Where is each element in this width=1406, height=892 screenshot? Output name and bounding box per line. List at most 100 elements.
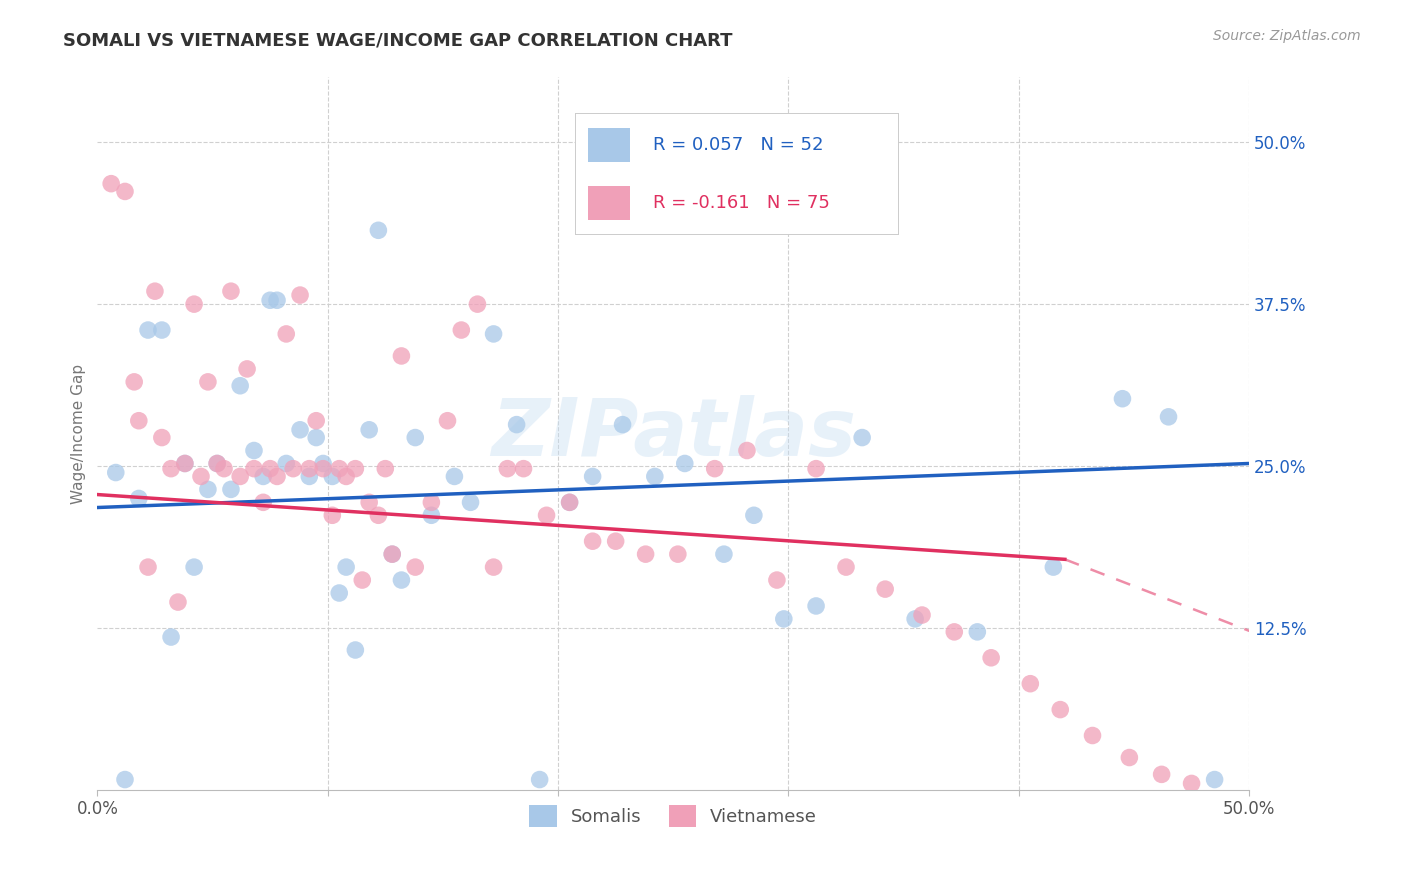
Text: SOMALI VS VIETNAMESE WAGE/INCOME GAP CORRELATION CHART: SOMALI VS VIETNAMESE WAGE/INCOME GAP COR… xyxy=(63,31,733,49)
Point xyxy=(703,461,725,475)
Point xyxy=(1180,776,1202,790)
Point xyxy=(205,457,228,471)
Point xyxy=(851,431,873,445)
Point xyxy=(190,469,212,483)
Point xyxy=(252,495,274,509)
Point xyxy=(536,508,558,523)
Point xyxy=(391,349,413,363)
Point xyxy=(219,483,242,497)
Point xyxy=(943,624,966,639)
Point xyxy=(911,608,934,623)
Point xyxy=(259,461,281,475)
Point xyxy=(276,457,298,471)
Point xyxy=(529,772,551,787)
Point xyxy=(288,423,311,437)
Point xyxy=(735,443,758,458)
Point xyxy=(243,443,266,458)
Point xyxy=(420,495,443,509)
Point xyxy=(160,461,183,475)
Point xyxy=(1042,560,1064,574)
Point xyxy=(381,547,404,561)
Point xyxy=(352,573,374,587)
Point xyxy=(436,414,458,428)
Point xyxy=(114,185,136,199)
Point xyxy=(374,461,396,475)
Point xyxy=(229,469,252,483)
Point xyxy=(1358,850,1381,864)
Point xyxy=(328,461,350,475)
Point xyxy=(1204,772,1226,787)
Point xyxy=(328,586,350,600)
Point xyxy=(344,643,367,657)
Point xyxy=(1288,832,1310,847)
Point xyxy=(312,457,335,471)
Point xyxy=(173,457,195,471)
Point xyxy=(229,378,252,392)
Point xyxy=(404,560,426,574)
Point xyxy=(128,414,150,428)
Point xyxy=(1019,676,1042,690)
Text: ZIPatlas: ZIPatlas xyxy=(491,394,856,473)
Point xyxy=(167,595,190,609)
Point xyxy=(673,457,696,471)
Text: Source: ZipAtlas.com: Source: ZipAtlas.com xyxy=(1213,29,1361,43)
Point xyxy=(321,508,343,523)
Point xyxy=(104,466,127,480)
Point xyxy=(581,534,603,549)
Point xyxy=(742,508,765,523)
Point xyxy=(143,284,166,298)
Point xyxy=(276,326,298,341)
Point xyxy=(266,293,288,308)
Point xyxy=(875,582,897,596)
Point xyxy=(804,461,827,475)
Point xyxy=(1150,767,1173,781)
Point xyxy=(236,362,259,376)
Point xyxy=(420,508,443,523)
Point xyxy=(219,284,242,298)
Point xyxy=(772,612,794,626)
Point xyxy=(766,573,789,587)
Point xyxy=(460,495,482,509)
Point xyxy=(344,461,367,475)
Point xyxy=(467,297,489,311)
Point xyxy=(581,469,603,483)
Point xyxy=(197,375,219,389)
Point xyxy=(496,461,519,475)
Point xyxy=(335,560,357,574)
Point xyxy=(100,177,122,191)
Point xyxy=(359,495,381,509)
Point xyxy=(1157,409,1180,424)
Point xyxy=(713,547,735,561)
Point xyxy=(1272,824,1295,838)
Point xyxy=(391,573,413,587)
Point xyxy=(305,431,328,445)
Point xyxy=(150,431,173,445)
Point xyxy=(136,323,159,337)
Point xyxy=(283,461,305,475)
Point xyxy=(197,483,219,497)
Point xyxy=(558,495,581,509)
Point xyxy=(1049,703,1071,717)
Point xyxy=(150,323,173,337)
Point xyxy=(1111,392,1133,406)
Point xyxy=(966,624,988,639)
Point xyxy=(644,469,666,483)
Point xyxy=(482,560,505,574)
Point xyxy=(1118,750,1140,764)
Point xyxy=(804,599,827,613)
Point xyxy=(212,461,235,475)
Point xyxy=(835,560,858,574)
Point xyxy=(381,547,404,561)
Point xyxy=(183,297,205,311)
Point xyxy=(183,560,205,574)
Point xyxy=(335,469,357,483)
Point xyxy=(612,417,634,432)
Point xyxy=(305,414,328,428)
Point xyxy=(904,612,927,626)
Point xyxy=(205,457,228,471)
Point xyxy=(367,223,389,237)
Point xyxy=(512,461,534,475)
Point xyxy=(443,469,465,483)
Point xyxy=(1211,793,1233,807)
Point xyxy=(160,630,183,644)
